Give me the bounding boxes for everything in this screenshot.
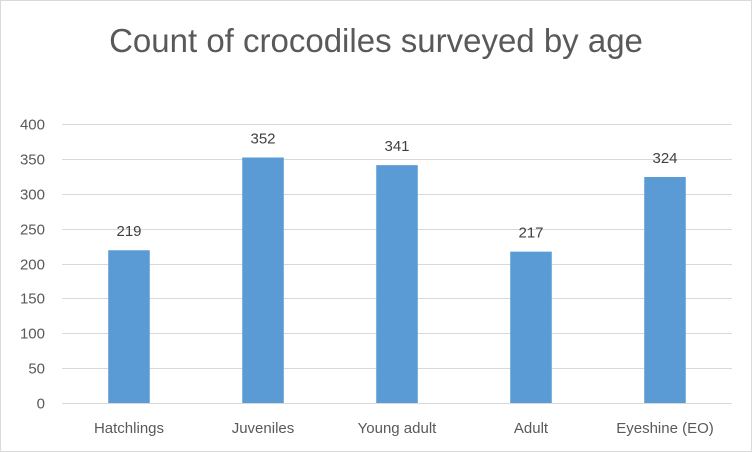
y-tick-label: 150 — [20, 291, 45, 308]
bar — [242, 157, 284, 403]
x-tick-label: Hatchlings — [94, 420, 164, 437]
y-tick-label: 0 — [37, 396, 45, 413]
x-tick-label: Juveniles — [232, 420, 295, 437]
bar — [108, 250, 150, 403]
data-label: 324 — [652, 150, 677, 167]
x-tick-label: Adult — [514, 420, 549, 437]
bar — [376, 165, 418, 403]
y-tick-label: 250 — [20, 222, 45, 239]
bars: 219 352 341 217 324 — [108, 130, 686, 403]
y-axis: 0 50 100 150 200 250 300 350 400 — [20, 117, 45, 413]
y-tick-label: 400 — [20, 117, 45, 134]
x-tick-label: Eyeshine (EO) — [616, 420, 714, 437]
chart-title: Count of crocodiles surveyed by age — [109, 22, 643, 59]
bar — [644, 177, 686, 403]
data-label: 217 — [518, 225, 543, 242]
y-tick-label: 300 — [20, 187, 45, 204]
data-label: 352 — [250, 130, 275, 147]
y-tick-label: 100 — [20, 326, 45, 343]
y-tick-label: 200 — [20, 257, 45, 274]
y-tick-label: 50 — [28, 361, 45, 378]
data-label: 219 — [116, 223, 141, 240]
y-tick-label: 350 — [20, 152, 45, 169]
bar — [510, 251, 552, 403]
x-tick-label: Young adult — [358, 420, 438, 437]
data-label: 341 — [384, 138, 409, 155]
x-axis: Hatchlings Juveniles Young adult Adult Eyesh… — [94, 420, 714, 437]
